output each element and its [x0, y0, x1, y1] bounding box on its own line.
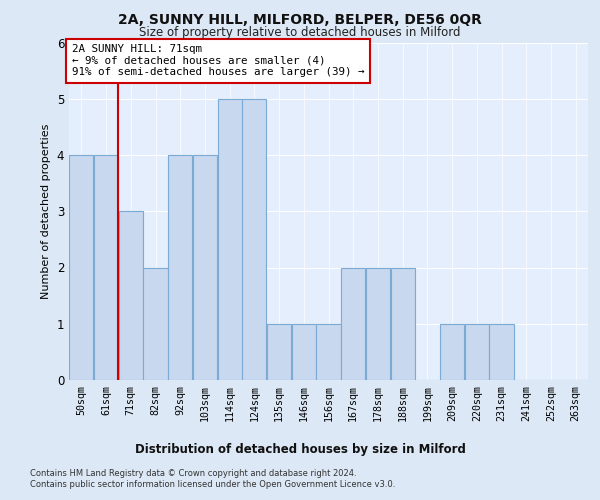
Text: 2A SUNNY HILL: 71sqm
← 9% of detached houses are smaller (4)
91% of semi-detache: 2A SUNNY HILL: 71sqm ← 9% of detached ho…: [71, 44, 364, 78]
Bar: [218, 99, 242, 380]
Bar: [69, 155, 94, 380]
Text: Contains HM Land Registry data © Crown copyright and database right 2024.: Contains HM Land Registry data © Crown c…: [30, 469, 356, 478]
Bar: [464, 324, 489, 380]
Bar: [267, 324, 291, 380]
Bar: [242, 99, 266, 380]
Bar: [143, 268, 167, 380]
Bar: [119, 211, 143, 380]
Text: Size of property relative to detached houses in Milford: Size of property relative to detached ho…: [139, 26, 461, 39]
Bar: [440, 324, 464, 380]
Bar: [292, 324, 316, 380]
Bar: [94, 155, 118, 380]
Text: Contains public sector information licensed under the Open Government Licence v3: Contains public sector information licen…: [30, 480, 395, 489]
Bar: [193, 155, 217, 380]
Y-axis label: Number of detached properties: Number of detached properties: [41, 124, 51, 299]
Bar: [316, 324, 341, 380]
Text: Distribution of detached houses by size in Milford: Distribution of detached houses by size …: [134, 442, 466, 456]
Bar: [341, 268, 365, 380]
Bar: [391, 268, 415, 380]
Bar: [168, 155, 193, 380]
Bar: [366, 268, 390, 380]
Text: 2A, SUNNY HILL, MILFORD, BELPER, DE56 0QR: 2A, SUNNY HILL, MILFORD, BELPER, DE56 0Q…: [118, 12, 482, 26]
Bar: [490, 324, 514, 380]
